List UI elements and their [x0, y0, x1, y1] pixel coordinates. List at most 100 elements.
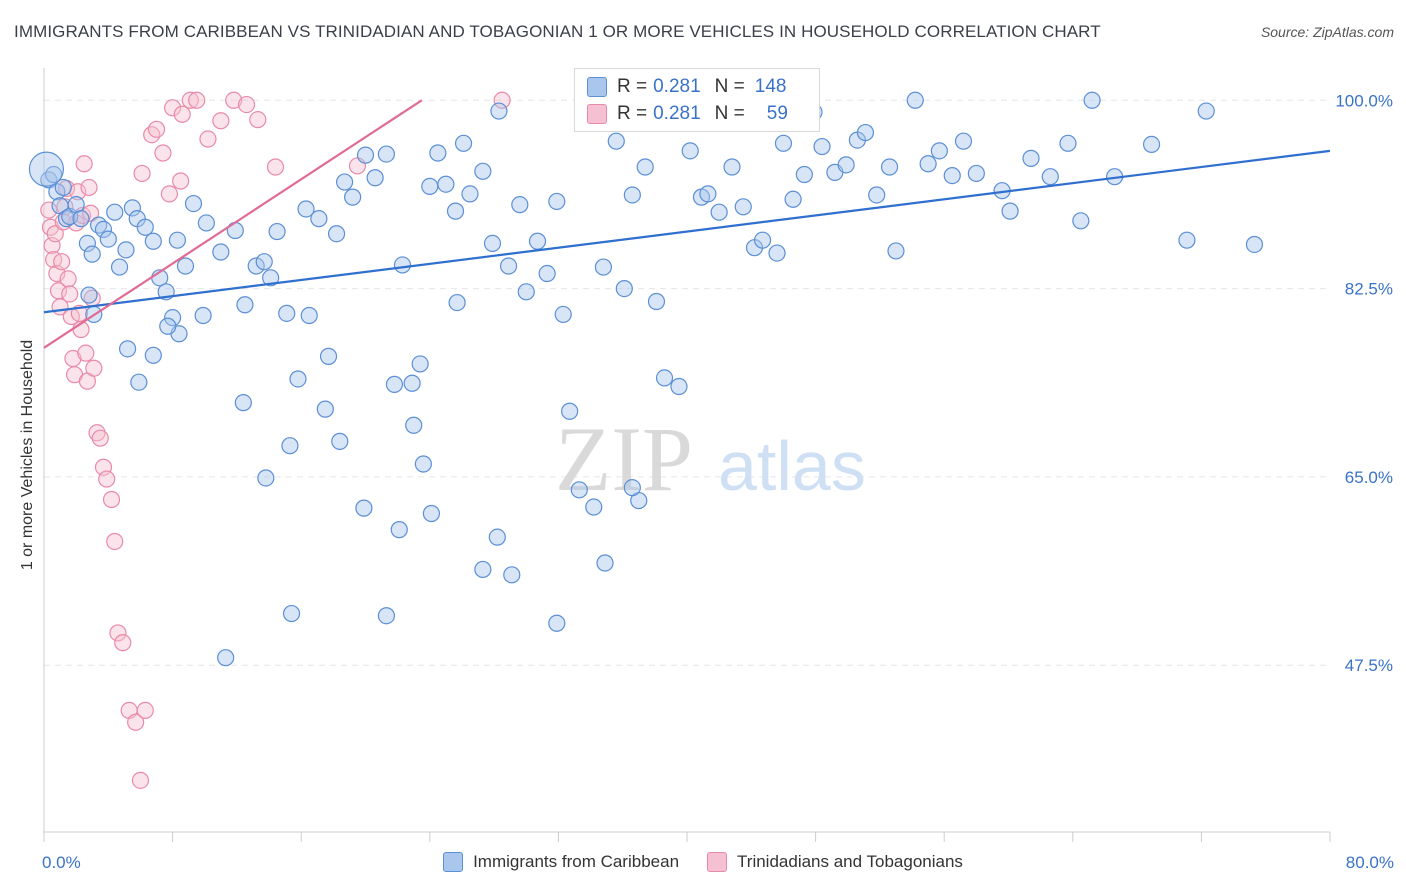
- point-caribbean: [1197, 102, 1215, 120]
- axes: [43, 68, 1331, 842]
- gridlines: [44, 99, 1330, 666]
- y-tick-label: 47.5%: [1345, 656, 1393, 675]
- point-caribbean: [278, 304, 296, 322]
- point-caribbean: [647, 292, 666, 311]
- point-caribbean: [774, 134, 793, 152]
- point-caribbean: [385, 375, 404, 393]
- point-caribbean: [734, 198, 752, 216]
- point-caribbean-large: [28, 151, 65, 187]
- point-caribbean: [488, 528, 506, 546]
- point-caribbean: [499, 257, 518, 275]
- point-trinidadian: [61, 285, 79, 303]
- y-tick-labels: 47.5% 65.0% 82.5% 100.0%: [1335, 91, 1393, 675]
- point-caribbean: [356, 146, 375, 164]
- y-tick-label: 100.0%: [1335, 91, 1393, 110]
- point-caribbean: [930, 142, 948, 160]
- point-caribbean: [118, 340, 137, 358]
- point-caribbean: [446, 202, 465, 220]
- point-caribbean: [1059, 134, 1077, 152]
- correlation-legend: R = 0.281 N = 148 R = 0.281 N = 59: [574, 68, 820, 132]
- point-caribbean: [319, 347, 338, 365]
- point-caribbean: [615, 279, 633, 298]
- point-trinidadian: [91, 429, 109, 447]
- point-trinidadian: [77, 344, 95, 362]
- point-trinidadian: [46, 225, 64, 243]
- point-trinidadian: [131, 771, 150, 789]
- point-caribbean: [623, 479, 641, 497]
- chart-title: IMMIGRANTS FROM CARIBBEAN VS TRINIDADIAN…: [14, 22, 1101, 41]
- point-trinidadian: [147, 120, 166, 138]
- point-caribbean: [422, 504, 441, 523]
- point-caribbean: [83, 245, 101, 263]
- point-caribbean: [110, 258, 129, 276]
- point-trinidadian: [80, 178, 98, 197]
- point-trinidadian: [136, 701, 154, 720]
- point-caribbean: [344, 188, 362, 206]
- point-trinidadian: [59, 270, 77, 288]
- point-caribbean: [144, 346, 162, 364]
- legend-item-trinidadian[interactable]: Trinidadians and Tobagonians: [707, 852, 963, 872]
- point-trinidadian: [102, 490, 121, 509]
- point-trinidadian: [53, 253, 71, 271]
- point-trinidadian: [114, 634, 132, 652]
- point-caribbean: [596, 554, 614, 572]
- point-caribbean: [268, 222, 286, 241]
- point-caribbean: [411, 355, 429, 373]
- point-caribbean: [405, 416, 423, 434]
- point-caribbean: [636, 158, 654, 176]
- point-caribbean: [130, 373, 148, 391]
- point-caribbean: [474, 560, 492, 579]
- point-caribbean: [117, 241, 135, 259]
- point-caribbean: [247, 257, 265, 275]
- legend-r-label: R =: [617, 76, 648, 97]
- point-caribbean: [78, 234, 97, 252]
- y-tick-label: 65.0%: [1345, 468, 1393, 487]
- point-caribbean: [670, 377, 688, 396]
- point-caribbean: [784, 190, 802, 208]
- point-caribbean: [768, 244, 786, 262]
- point-caribbean: [262, 269, 280, 287]
- point-caribbean: [554, 305, 572, 324]
- point-caribbean: [517, 283, 535, 301]
- point-caribbean: [454, 134, 473, 152]
- point-trinidadian: [160, 185, 178, 203]
- point-caribbean: [1072, 212, 1090, 230]
- legend-n-label: N =: [714, 76, 745, 97]
- point-caribbean: [403, 374, 421, 392]
- point-trinidadian: [127, 713, 145, 731]
- legend-swatch-blue: [587, 77, 607, 97]
- point-caribbean: [331, 432, 349, 450]
- point-trinidadian: [82, 204, 100, 222]
- point-caribbean: [856, 123, 875, 142]
- point-trinidadian: [106, 532, 124, 551]
- point-caribbean: [461, 185, 479, 203]
- trend-lines: [43, 99, 1331, 349]
- point-caribbean: [217, 649, 235, 667]
- point-caribbean: [164, 309, 182, 327]
- point-caribbean: [327, 225, 346, 243]
- series-caribbean-points: [28, 91, 1264, 667]
- legend-n-value: 59: [766, 103, 788, 124]
- point-caribbean: [414, 455, 432, 473]
- point-trinidadian: [181, 91, 199, 109]
- point-caribbean: [257, 469, 275, 487]
- point-caribbean: [236, 296, 254, 314]
- point-caribbean: [1142, 135, 1161, 153]
- point-caribbean: [548, 614, 566, 632]
- legend-item-caribbean[interactable]: Immigrants from Caribbean: [443, 852, 679, 872]
- point-caribbean: [474, 162, 492, 180]
- point-caribbean: [570, 481, 588, 499]
- point-caribbean: [437, 175, 455, 193]
- x-tick-min: 0.0%: [42, 853, 81, 872]
- legend-label-caribbean: Immigrants from Caribbean: [473, 852, 680, 871]
- point-caribbean: [45, 165, 63, 184]
- legend-swatch-pink: [707, 852, 728, 872]
- point-caribbean: [212, 243, 230, 261]
- point-trinidadian: [188, 91, 206, 109]
- point-caribbean: [393, 256, 412, 274]
- legend-r-value: 0.281: [653, 103, 701, 124]
- point-caribbean: [795, 165, 813, 184]
- point-trinidadian: [40, 201, 58, 219]
- point-caribbean: [429, 144, 447, 162]
